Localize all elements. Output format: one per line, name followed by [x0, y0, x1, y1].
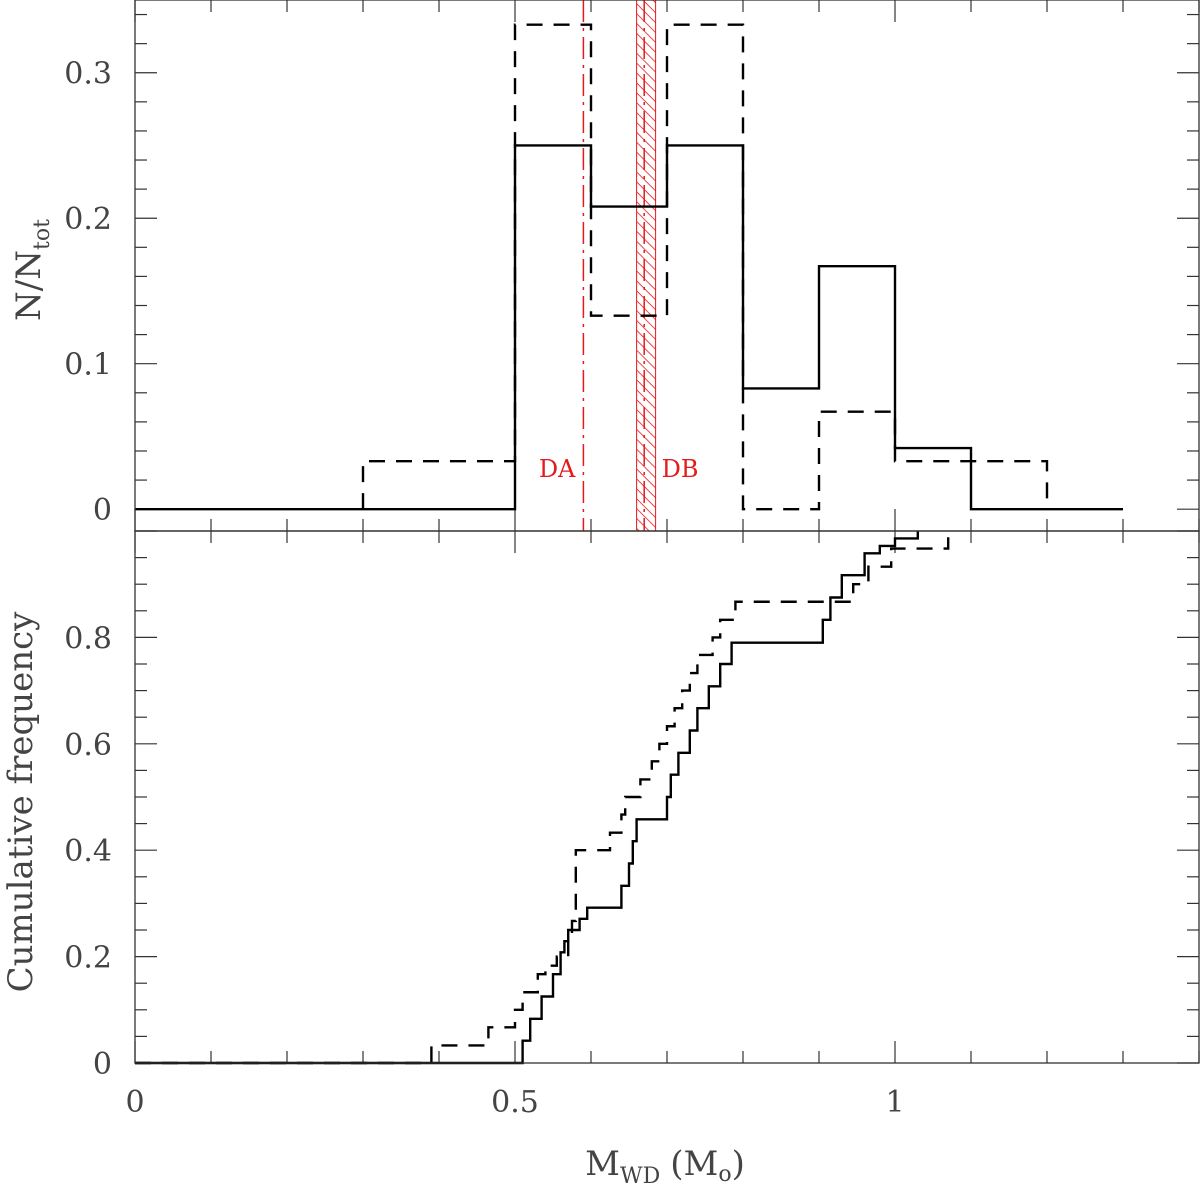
x-tick-label: 0 — [125, 1085, 144, 1120]
bottom-panel-frame — [134, 530, 1200, 1064]
y-tick-label: 0.1 — [64, 348, 112, 383]
top-panel-ticks: 0 0.1 0.2 0.3 — [64, 0, 1200, 531]
bottom-panel-ticks: 0 0.2 0.4 0.6 0.8 0 0.5 1 — [64, 530, 1200, 1120]
y-axis-title-top: N/Ntot — [9, 219, 55, 321]
cumulative-series — [135, 531, 950, 1065]
y-tick-label: 0 — [93, 1047, 112, 1082]
cumulative-panel: 0 0.2 0.4 0.6 0.8 0 0.5 1 — [64, 530, 1200, 1120]
histogram-dashed — [361, 23, 1049, 511]
db-label: DB — [662, 455, 699, 483]
y-tick-label: 0 — [93, 493, 112, 528]
y-axis-title-bottom: Cumulative frequency — [1, 611, 41, 993]
cumulative-dashed — [135, 531, 950, 1065]
y-tick-label: 0.3 — [64, 57, 112, 92]
da-label: DA — [539, 455, 576, 483]
x-tick-label: 0.5 — [491, 1085, 539, 1120]
y-tick-label: 0.8 — [64, 621, 112, 656]
y-tick-label: 0.2 — [64, 202, 112, 237]
cumulative-solid — [135, 531, 919, 1065]
histogram-series — [135, 23, 1123, 511]
y-tick-label: 0.4 — [64, 834, 112, 869]
x-tick-label: 1 — [885, 1085, 904, 1120]
y-tick-label: 0.6 — [64, 728, 112, 763]
spectral-type-markers: DA DB — [539, 0, 699, 532]
db-uncertainty-band — [636, 0, 657, 532]
y-tick-label: 0.2 — [64, 941, 112, 976]
histogram-panel: 0 0.1 0.2 0.3 DA DB — [64, 0, 1200, 532]
x-axis-title: MWD (Mo) — [585, 1144, 745, 1189]
